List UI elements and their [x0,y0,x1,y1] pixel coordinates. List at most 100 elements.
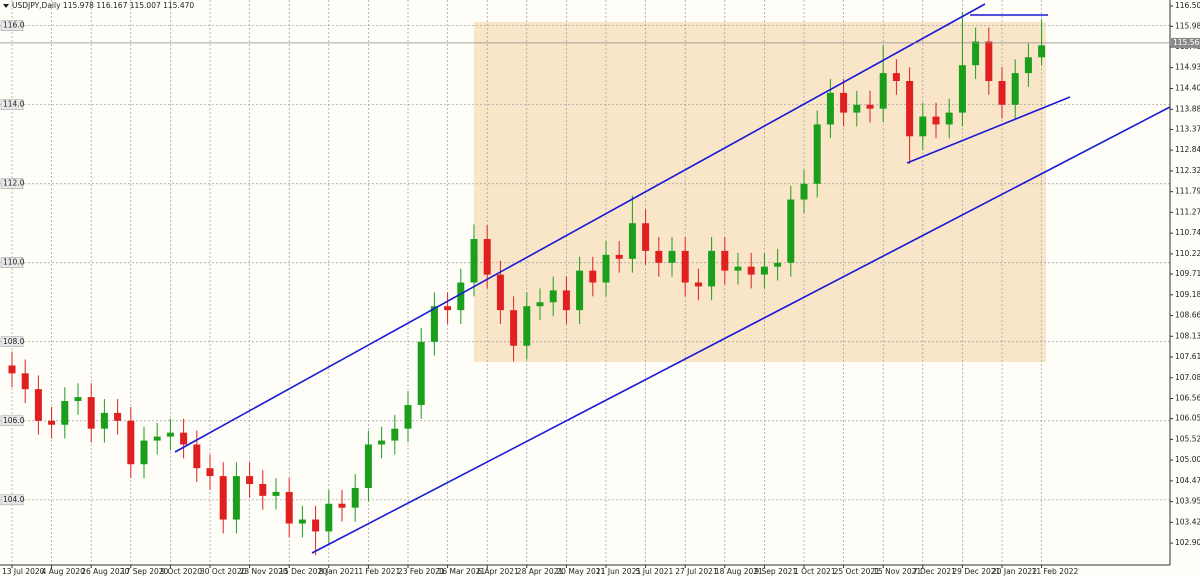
x-tick-label: 18 Aug 2021 [715,567,763,576]
candle-body [879,73,887,109]
candle-body [312,519,320,532]
y-tick-label-box [0,20,24,31]
y2-tick-label: 110.224 [1175,249,1200,258]
candle-body [800,183,808,200]
candle-body [972,41,980,66]
y2-tick-label: 113.374 [1175,124,1200,133]
y2-tick-label: 106.564 [1175,394,1200,403]
grid [0,0,1170,565]
candles [8,11,1046,556]
candle-body [721,250,729,271]
x-tick-label: 17 Sep 2020 [121,567,169,576]
y2-tick-label: 111.799 [1175,187,1200,196]
candle-body [457,282,465,311]
candle-body [391,428,399,441]
candle-body [8,365,16,374]
x-tick-label: 26 Aug 2020 [81,567,129,576]
candle-body [562,290,570,311]
candle-body [694,282,702,287]
y-tick-label: 108.0 [3,337,25,346]
x-tick-label: 6 Apr 2021 [477,567,519,576]
candle-body [510,310,518,346]
candle-body [1011,73,1019,105]
candle-body [232,476,240,520]
candle-body [906,80,914,137]
y2-tick-label: 110.749 [1175,228,1200,237]
y2-tick-label: 109.714 [1175,269,1200,278]
candle-body [787,199,795,263]
candle-body [998,80,1006,105]
current-price-label: 115.564 [1173,38,1200,47]
y2-tick-label: 115.984 [1175,21,1200,30]
y-tick-label: 110.0 [3,258,25,267]
candle-body [351,487,359,508]
trend-line [311,106,1171,554]
candle-body [100,412,108,429]
candle-body [272,491,280,496]
candle-body [642,223,650,251]
x-tick-label: 27 Jul 2021 [675,567,718,576]
x-tick-label: 20 May 2021 [556,567,605,576]
candle-body [338,503,346,508]
candle-body [1038,45,1046,58]
y2-tick-label: 106.054 [1175,414,1200,423]
candle-body [206,468,214,477]
y2-tick-label: 114.939 [1175,63,1200,72]
candle-body [813,124,821,184]
candle-body [496,274,504,311]
y2-tick-label: 107.089 [1175,373,1200,382]
candle-body [298,519,306,524]
y2-tick-label: 112.324 [1175,166,1200,175]
candle-body [840,92,848,113]
y-tick-label-box [0,415,24,427]
candle-body [127,420,135,465]
menu-icon[interactable] [3,4,9,8]
candle-body [760,266,768,275]
x-tick-label: 20 Jan 2022 [992,567,1037,576]
x-tick-label: 1 Oct 2021 [794,567,836,576]
current-price-box [1171,37,1200,48]
candle-body [668,250,676,263]
candle-body [430,306,438,342]
candle-body [140,440,148,465]
candle-body [87,397,95,429]
y-tick-label-box [0,257,24,268]
candle-body [48,420,56,425]
candle-body [34,389,42,421]
candle-body [166,432,174,437]
candle-body [747,266,755,275]
y-tick-label: 116.0 [3,21,25,30]
candle-body [417,341,425,405]
candle-body [549,290,557,303]
candle-body [180,432,188,445]
candle-body [1024,57,1032,74]
y-tick-label: 106.0 [3,416,25,425]
y2-tick-label: 108.139 [1175,331,1200,340]
candle-body [470,239,478,283]
y2-tick-label: 102.904 [1175,538,1200,547]
candle-body [404,404,412,429]
y-tick-label: 112.0 [3,179,25,188]
y2-tick-label: 111.274 [1175,207,1200,216]
candle-body [958,65,966,113]
candle-body [483,239,491,275]
candle-body [602,254,610,283]
y2-tick-label: 103.429 [1175,517,1200,526]
y2-tick-label: 104.479 [1175,476,1200,485]
candle-body [259,484,267,496]
candle-body [681,250,689,283]
candle-body [826,92,834,125]
candle-body [866,104,874,109]
x-tick-label: 28 Apr 2021 [517,567,564,576]
y2-tick-label: 105.004 [1175,455,1200,464]
y2-tick-label: 109.189 [1175,290,1200,299]
y2-tick-label: 113.884 [1175,104,1200,113]
y-tick-label: 104.0 [3,495,25,504]
candle-body [892,73,900,81]
y-tick-label-box [0,99,24,110]
x-tick-label: 23 Nov 2020 [240,567,288,576]
candle-body [285,491,293,524]
x-tick-label: 9 Sep 2021 [754,567,797,576]
